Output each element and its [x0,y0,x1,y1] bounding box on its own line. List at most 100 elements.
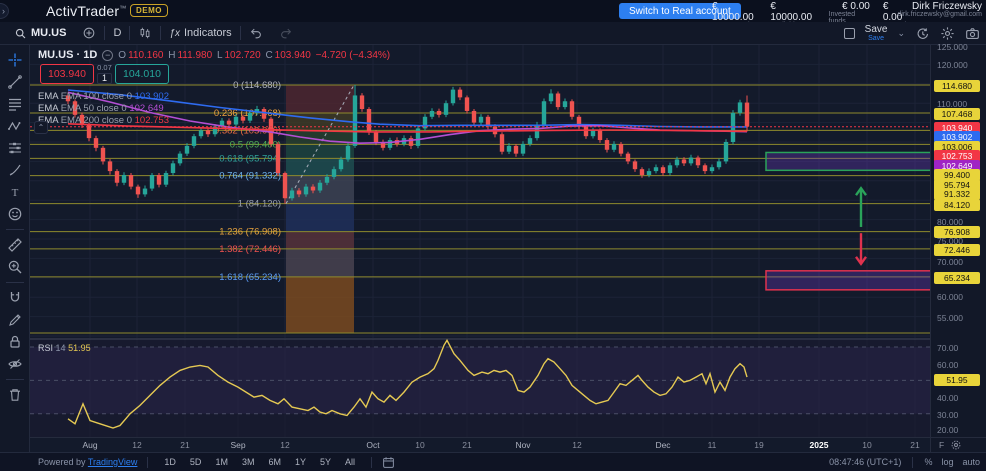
fib-label: 1 (84.120) [238,199,281,210]
ruler-tool[interactable] [4,236,26,254]
user-box[interactable]: Dirk Friczewsky dirk.friczewsky@gmail.co… [897,1,982,18]
bottom-bar: Powered by TradingView 1D 5D 1M 3M 6M 1Y 5Y All… [0,452,986,471]
legend-symbol[interactable]: MU.US · 1D [38,49,98,61]
collapse-menu-icon[interactable]: › [0,3,9,19]
candle-body [597,130,603,141]
collapse-legend-icon[interactable]: − [102,49,114,61]
axis-settings-gear-icon[interactable] [950,439,962,451]
candle-body [527,138,533,144]
candle-body [660,167,666,174]
candle-body [142,188,148,195]
price-tag: 84.120 [934,199,980,211]
price-tag: 114.680 [934,79,980,92]
user-name: Dirk Friczewsky [912,1,982,12]
lock-tool[interactable] [4,333,26,351]
fib-trendline[interactable] [285,84,355,204]
price-axis-label: 60.000 [937,292,963,302]
ema-100-line[interactable] [67,89,747,128]
zoom-in-icon [8,260,21,274]
compare-add-button[interactable] [74,22,104,44]
zoom-in-tool[interactable] [4,258,26,276]
price-tag: 76.908 [934,226,980,238]
candle-body [79,114,85,125]
magnet-tool[interactable] [4,289,26,307]
switch-to-real-button[interactable]: Switch to Real account [619,3,741,19]
trendline-tool[interactable] [4,73,26,91]
crosshair-tool[interactable] [4,51,26,69]
ema-50-value: 102.649 [129,103,164,114]
candle-body [226,120,232,125]
time-axis[interactable]: Aug 12 21 Sep 12 Oct 10 21 Nov 12 Dec 11 19 2025 10 21 [30,437,930,452]
text-tool[interactable]: T [4,183,26,201]
ema-50-line[interactable] [67,91,748,145]
candle-body [93,138,99,148]
time-tick: 10 [862,440,872,450]
trash-tool[interactable] [4,386,26,404]
log-scale-button[interactable]: log [941,457,954,467]
candle-body [121,174,127,183]
symbol-name: MU.US [31,27,67,39]
auto-scale-button[interactable]: auto [962,457,980,467]
fib-retracement-tool[interactable] [4,95,26,113]
magnet-icon [10,292,19,302]
app-logo: ActivTrader™ [46,3,127,19]
eye-hide-tool[interactable] [4,355,26,373]
price-tag: 102.649 [934,159,980,172]
candle-body [240,116,246,121]
symbol-search[interactable]: MU.US [6,22,74,44]
timeframe-5d-button[interactable]: 5D [189,457,202,467]
fib-label: 0.236 (107.468) [214,108,281,119]
ema-100-row[interactable]: EMA EMA 100 close 0 103.902 [38,91,169,102]
candle-body [317,182,323,191]
collapse-indicators-button[interactable]: ⌃ [34,121,48,134]
timeframe-6m-button[interactable]: 6M [268,457,281,467]
ema-200-line[interactable] [67,123,748,133]
percent-scale-button[interactable]: % [924,457,933,467]
redo-button[interactable] [271,22,301,44]
candle-body [415,128,421,146]
legend-change: −4.720 (−4.34%) [315,49,391,61]
ema-200-value: 102.753 [134,115,169,126]
candle-body [457,89,463,98]
calendar-icon[interactable] [382,456,395,469]
gear-icon[interactable] [940,26,955,41]
price-axis-label: 110.000 [937,99,968,109]
chart-canvas[interactable]: 0 (114.680) 0.236 (107.468) 0.382 (103.006… [30,45,930,437]
undo-button[interactable] [241,22,271,44]
timeframe-5y-button[interactable]: 5Y [320,457,332,467]
indicators-button[interactable]: ƒx Indicators [169,27,232,39]
tradingview-link[interactable]: TradingView [87,457,138,467]
timeframe-1m-button[interactable]: 1M [215,457,228,467]
forecast-tool[interactable] [4,139,26,157]
timeframe-1y-button[interactable]: 1Y [294,457,306,467]
price-zone-rect[interactable] [765,151,930,172]
ema-50-row[interactable]: EMA EMA 50 close 0 102.649 [38,103,164,114]
save-chevron-down-icon[interactable]: ⌄ [897,28,905,38]
save-layout-button[interactable]: Save Save [864,23,888,42]
layout-select-icon[interactable] [843,28,855,39]
emoji-tool[interactable] [4,205,26,223]
interval-selector[interactable]: D [113,27,122,39]
time-tick: Sep [230,440,246,450]
timeframe-1d-button[interactable]: 1D [164,457,176,467]
undo-icon [250,28,261,39]
timeframe-all-button[interactable]: All [345,457,356,467]
ema-200-row[interactable]: EMA EMA 200 close 0 102.753 [38,115,169,126]
xabcd-pattern-tool[interactable] [4,117,26,135]
pencil-tool[interactable] [4,311,26,329]
chart-style-selector[interactable] [130,22,160,44]
buy-price-button[interactable]: 104.010 [114,63,169,84]
price-zone-rect[interactable] [765,270,930,291]
quantity-field[interactable]: 1 [96,73,112,84]
price-axis-label: 30.00 [937,410,959,420]
timeframe-3m-button[interactable]: 3M [241,457,255,467]
candle-body [618,143,624,154]
brush-tool[interactable] [4,161,26,179]
load-history-icon[interactable] [915,26,930,41]
rsi-legend[interactable]: RSI 14 51.95 [38,343,91,353]
toolbar-divider [5,282,24,283]
fib-band [286,130,354,145]
camera-icon[interactable] [965,26,980,41]
price-axis[interactable]: 125.000 120.000 110.000 80.000 75.000 70.000 6… [930,42,986,437]
sell-price-button[interactable]: 103.940 [40,63,94,84]
